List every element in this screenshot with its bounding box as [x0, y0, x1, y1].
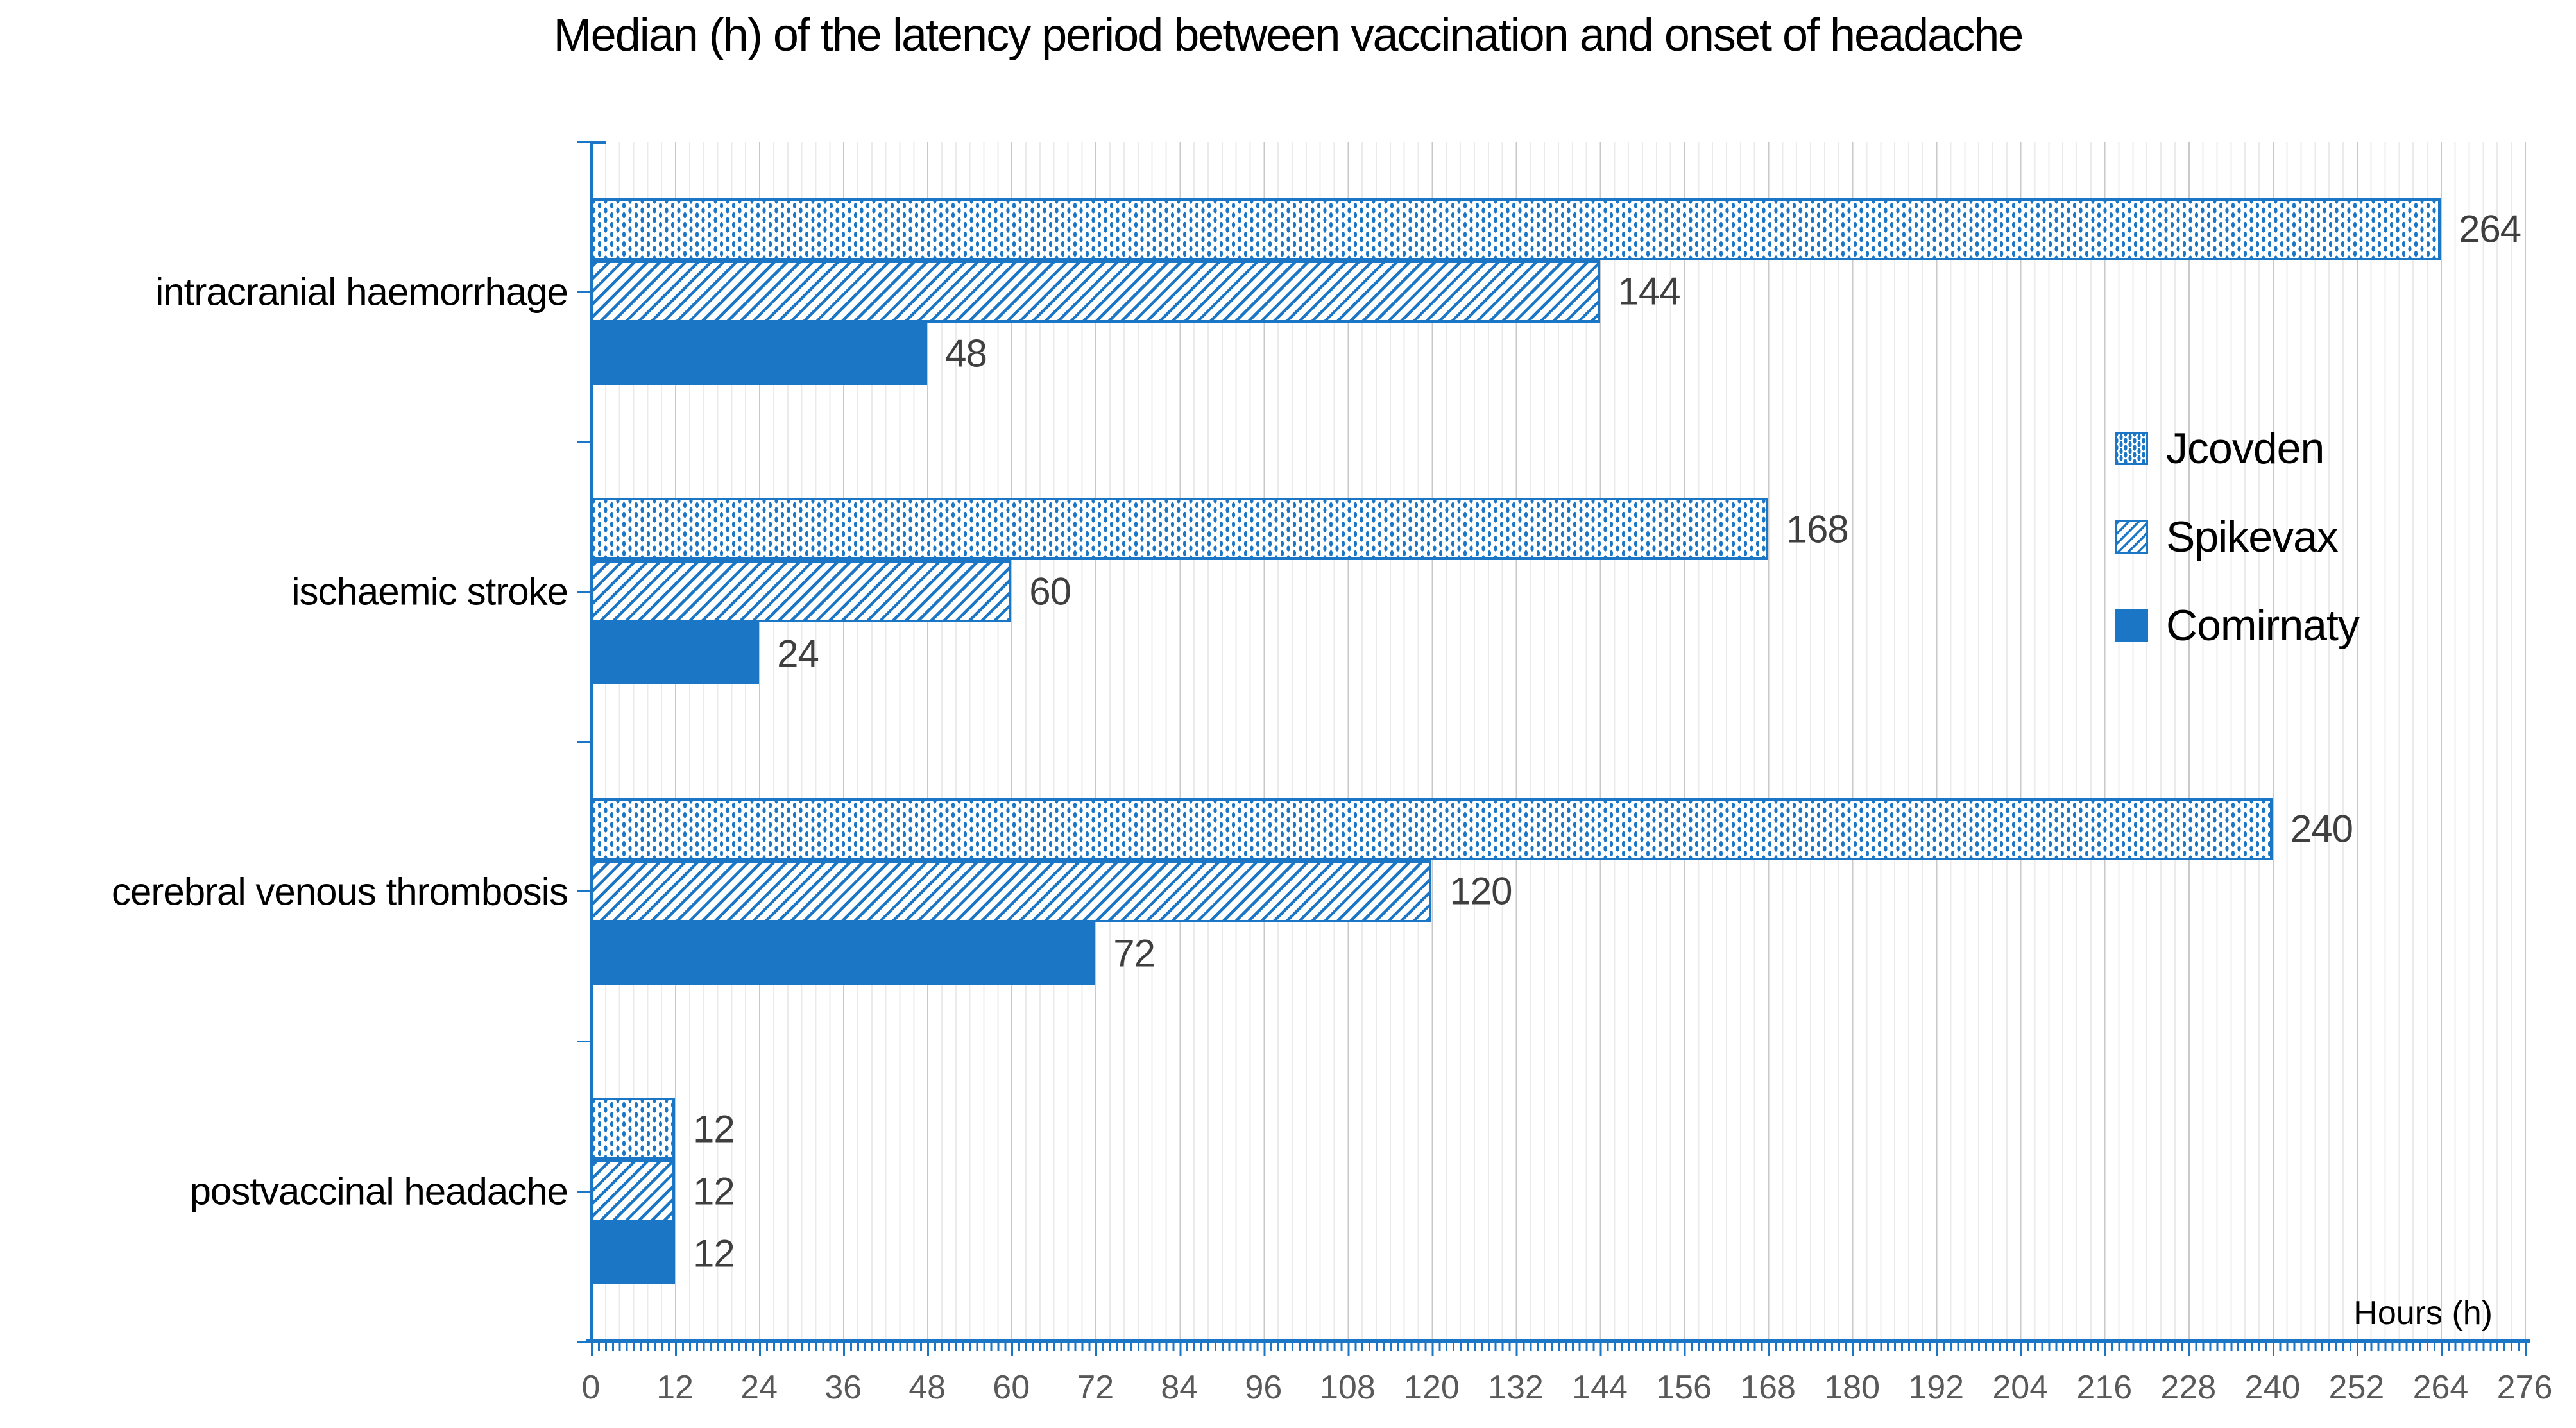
value-label: 72	[1113, 931, 1156, 975]
value-label: 264	[2458, 207, 2521, 251]
value-label: 168	[1786, 507, 1849, 551]
x-axis-tick-label: 72	[1077, 1369, 1114, 1406]
value-label: 24	[777, 632, 819, 676]
value-label: 12	[693, 1107, 735, 1151]
x-axis-tick-label: 24	[740, 1369, 778, 1406]
x-axis-tick-label: 0	[581, 1369, 601, 1406]
x-axis-tick-label: 60	[993, 1369, 1030, 1406]
x-axis-tick-label: 132	[1488, 1369, 1544, 1406]
x-axis-tick-label: 36	[824, 1369, 862, 1406]
x-axis-tick-label: 252	[2328, 1369, 2385, 1406]
x-axis-tick-label: 192	[1908, 1369, 1965, 1406]
legend-item-comirnaty: Comirnaty	[2115, 600, 2360, 650]
y-axis-tick	[577, 441, 590, 443]
x-axis-tick-label: 204	[1992, 1369, 2049, 1406]
x-axis-tick-label: 168	[1740, 1369, 1796, 1406]
y-axis-tick	[577, 890, 590, 893]
y-axis-tick	[577, 590, 590, 593]
value-label: 120	[1449, 869, 1512, 913]
plot-area: Hours (h) Jcovden Spikevax Comirnaty 264…	[577, 140, 2530, 1356]
x-axis-tick-label: 240	[2244, 1369, 2301, 1406]
value-label: 12	[693, 1232, 735, 1275]
x-axis-line	[586, 1339, 2530, 1343]
bar-jcovden-1	[591, 198, 2441, 260]
value-label: 48	[945, 332, 987, 375]
category-label: ischaemic stroke	[291, 570, 568, 613]
y-axis-tick	[577, 1340, 590, 1343]
x-axis-tick-label: 180	[1824, 1369, 1881, 1406]
category-label: cerebral venous thrombosis	[111, 870, 568, 914]
x-axis-tick-label: 108	[1320, 1369, 1376, 1406]
bar-comirnaty-1	[591, 322, 928, 385]
x-axis-tick-label: 48	[908, 1369, 946, 1406]
category-label: intracranial haemorrhage	[155, 270, 568, 314]
y-axis-tick	[577, 740, 590, 743]
y-axis-tick	[577, 291, 590, 293]
value-label: 60	[1029, 570, 1071, 613]
chart-title: Median (h) of the latency period between…	[553, 10, 2024, 61]
x-axis-tick-label: 12	[656, 1369, 694, 1406]
legend-item-jcovden: Jcovden	[2115, 423, 2324, 473]
y-axis-tick	[577, 1041, 590, 1042]
x-axis-tick-label: 84	[1161, 1369, 1198, 1406]
jcovden-dots-swatch-icon	[2115, 432, 2148, 465]
bar-spikevax-2	[591, 560, 1012, 623]
bar-comirnaty-4	[591, 1222, 676, 1285]
x-axis-tick-label: 276	[2496, 1369, 2553, 1406]
bar-jcovden-2	[591, 498, 1768, 561]
bar-spikevax-4	[591, 1160, 676, 1223]
x-axis-tick-label: 144	[1572, 1369, 1628, 1406]
y-axis-line	[590, 142, 593, 1341]
y-axis-tick	[577, 140, 590, 143]
x-axis-major-ticks	[591, 1341, 2527, 1356]
value-label: 240	[2290, 807, 2353, 851]
legend-label: Spikevax	[2166, 513, 2339, 561]
x-axis-tick-label: 120	[1404, 1369, 1460, 1406]
x-axis-tick-label: 228	[2160, 1369, 2217, 1406]
spikevax-hatch-swatch-icon	[2115, 520, 2148, 554]
x-axis-tick-label: 216	[2076, 1369, 2133, 1406]
bar-jcovden-3	[591, 797, 2273, 860]
category-label: postvaccinal headache	[189, 1169, 568, 1213]
bar-jcovden-4	[591, 1098, 676, 1160]
value-label: 144	[1617, 269, 1681, 313]
value-label: 12	[693, 1169, 735, 1213]
comirnaty-solid-swatch-icon	[2115, 609, 2148, 642]
y-axis-top-tick	[590, 141, 606, 144]
bar-spikevax-3	[591, 860, 1432, 922]
legend-label: Comirnaty	[2166, 601, 2360, 650]
y-axis-tick	[577, 1190, 590, 1193]
bar-comirnaty-2	[591, 622, 760, 685]
x-axis-title: Hours (h)	[2353, 1295, 2493, 1332]
x-axis-tick-label: 264	[2412, 1369, 2469, 1406]
x-axis-tick-label: 156	[1656, 1369, 1712, 1406]
bar-comirnaty-3	[591, 922, 1096, 985]
x-axis-tick-label: 96	[1245, 1369, 1283, 1406]
legend-label: Jcovden	[2166, 424, 2324, 473]
legend-item-spikevax: Spikevax	[2115, 512, 2339, 562]
bar-spikevax-1	[591, 260, 1600, 323]
